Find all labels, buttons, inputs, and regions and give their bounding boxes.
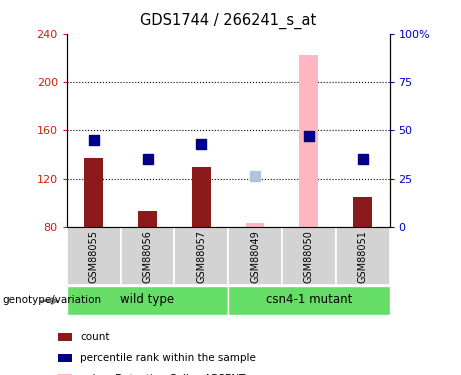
Point (90, 137, 97, 143)
Bar (300, 56, 318, 227)
Bar (228, 286, 390, 315)
Bar (121, 227, 174, 285)
Text: GSM88056: GSM88056 (142, 230, 153, 283)
Text: count: count (80, 332, 109, 342)
Bar (228, 227, 282, 285)
Bar (192, 166, 211, 227)
Bar (67, 227, 390, 285)
Text: percentile rank within the sample: percentile rank within the sample (80, 353, 256, 363)
Point (251, 173, 259, 179)
Bar (58, 333, 72, 342)
Point (198, 141, 205, 147)
Text: GDS1744 / 266241_s_at: GDS1744 / 266241_s_at (140, 13, 316, 29)
Text: GSM88057: GSM88057 (196, 230, 207, 283)
Bar (67, 286, 228, 315)
Text: GSM88049: GSM88049 (250, 230, 260, 282)
Text: GSM88055: GSM88055 (89, 230, 99, 283)
Bar (336, 227, 390, 285)
Text: GSM88051: GSM88051 (358, 230, 368, 283)
Bar (67, 227, 121, 285)
Point (359, 156, 366, 162)
Bar (138, 211, 157, 227)
Bar (353, 197, 372, 227)
Text: wild type: wild type (120, 293, 175, 306)
Point (305, 134, 313, 140)
Point (144, 156, 151, 162)
Text: value, Detection Call = ABSENT: value, Detection Call = ABSENT (80, 374, 245, 375)
Bar (174, 227, 228, 285)
Bar (246, 223, 265, 227)
Bar (58, 354, 72, 362)
Bar (84, 158, 103, 227)
Text: GSM88050: GSM88050 (304, 230, 314, 283)
Bar (282, 227, 336, 285)
Text: genotype/variation: genotype/variation (2, 295, 101, 304)
Text: csn4-1 mutant: csn4-1 mutant (266, 293, 352, 306)
